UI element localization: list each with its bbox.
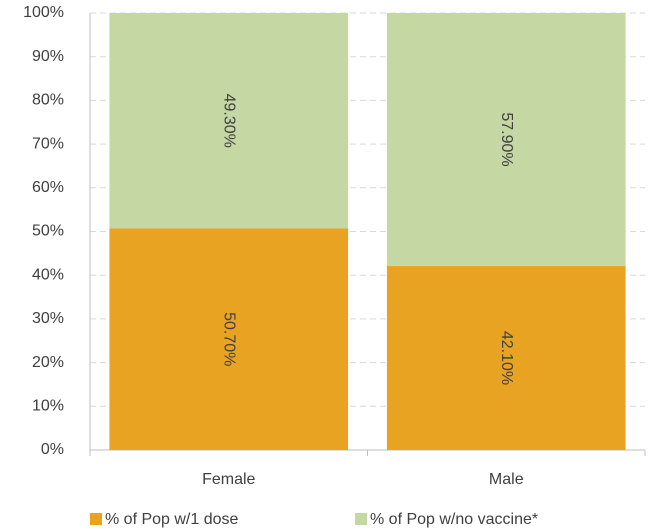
data-label: 57.90% [498,112,515,166]
bar-segment [386,266,626,450]
y-tick-label: 80% [32,92,64,109]
data-label: 42.10% [498,331,515,385]
y-tick-label: 10% [32,398,64,415]
y-tick-label: 50% [32,223,64,240]
legend-label: % of Pop w/1 dose [105,511,239,528]
y-tick-label: 0% [41,441,64,458]
x-tick-label: Female [202,471,255,488]
y-tick-label: 70% [32,135,64,152]
data-label: 49.30% [221,94,238,148]
y-tick-label: 100% [23,4,64,21]
bar-segment [109,13,349,229]
y-tick-label: 20% [32,354,64,371]
y-tick-label: 60% [32,179,64,196]
y-tick-label: 40% [32,266,64,283]
y-tick-label: 90% [32,48,64,65]
legend-swatch [355,513,367,525]
data-label: 50.70% [221,312,238,366]
legend-label: % of Pop w/no vaccine* [370,511,538,528]
legend-swatch [90,513,102,525]
x-tick-label: Male [489,471,524,488]
bar-segment [386,13,626,267]
bar-segment [109,228,349,450]
y-tick-label: 30% [32,310,64,327]
